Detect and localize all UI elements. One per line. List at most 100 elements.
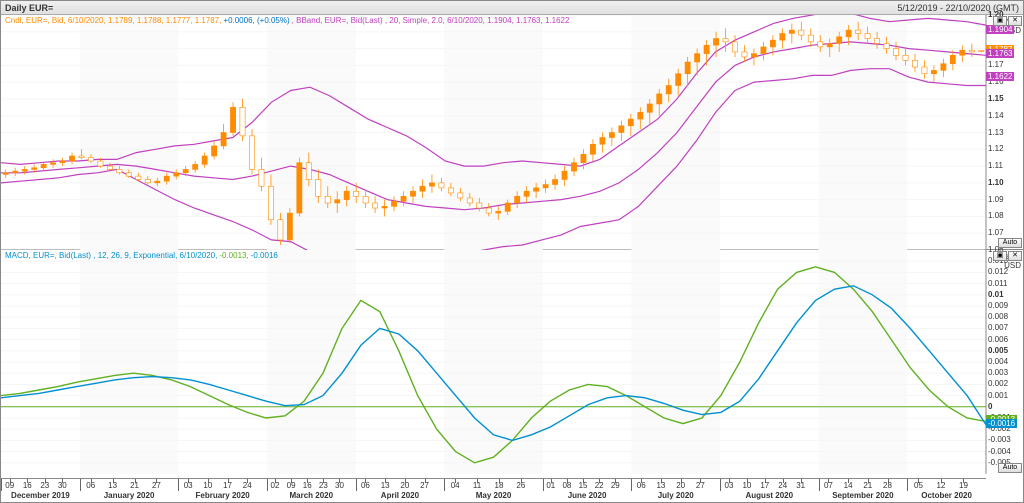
macd-info-line: MACD, EUR=, Bid(Last) , 12, 26, 9, Expon…	[5, 251, 280, 260]
upper-panel-buttons: ▣ ✕	[993, 16, 1022, 26]
auto-button[interactable]: Auto	[998, 238, 1022, 248]
expand-icon[interactable]: ▣	[993, 16, 1007, 26]
month-sep	[356, 479, 357, 491]
day-label: 13	[653, 481, 669, 490]
ytick: 0.01	[988, 290, 1004, 299]
month-sep	[907, 479, 908, 491]
day-label: 13	[105, 481, 121, 490]
ytick: 0.009	[988, 301, 1008, 310]
ytick: 0	[988, 402, 992, 411]
ytick: 0.008	[988, 312, 1008, 321]
day-label: 24	[239, 481, 255, 490]
price-label: 1.1904	[986, 25, 1014, 34]
month-label: December 2019	[0, 491, 80, 500]
day-label: 23	[315, 481, 331, 490]
day-label: 05	[910, 481, 926, 490]
day-label: 31	[793, 481, 809, 490]
ytick: 0.005	[988, 346, 1008, 355]
day-label: 11	[469, 481, 485, 490]
ytick: 0.007	[988, 323, 1008, 332]
day-label: 13	[377, 481, 393, 490]
day-label: 06	[633, 481, 649, 490]
close-icon[interactable]: ✕	[1008, 16, 1022, 26]
day-label: 09	[2, 481, 18, 490]
ytick: 0.001	[988, 391, 1008, 400]
day-label: 27	[417, 481, 433, 490]
ytick: 1.08	[988, 211, 1004, 220]
ytick: 1.10	[988, 178, 1004, 187]
title-bar: Daily EUR= 5/12/2019 - 22/10/2020 (GMT)	[1, 1, 1023, 15]
month-label: April 2020	[360, 491, 440, 500]
month-label: May 2020	[454, 491, 534, 500]
lower-panel-buttons: ▣ ✕	[993, 251, 1022, 261]
price-label: 1.1763	[986, 49, 1014, 58]
day-label: 03	[180, 481, 196, 490]
ytick: -0.004	[988, 447, 1011, 456]
month-label: October 2020	[907, 491, 987, 500]
ytick: 0.012	[988, 267, 1008, 276]
day-label: 02	[267, 481, 283, 490]
price-svg	[1, 15, 1023, 250]
close-icon[interactable]: ✕	[1008, 251, 1022, 261]
price-label: 1.1622	[986, 72, 1014, 81]
day-label: 16	[299, 481, 315, 490]
day-label: 23	[37, 481, 53, 490]
day-label: 17	[220, 481, 236, 490]
info-seg: -0.0013,	[219, 251, 248, 260]
month-label: January 2020	[89, 491, 169, 500]
ytick: 0.006	[988, 335, 1008, 344]
day-label: 30	[54, 481, 70, 490]
upper-auto-button-row: Auto	[998, 238, 1022, 248]
ytick: 1.07	[988, 228, 1004, 237]
day-label: 08	[559, 481, 575, 490]
ytick: 0.004	[988, 357, 1008, 366]
month-sep	[444, 479, 445, 491]
day-label: 07	[820, 481, 836, 490]
day-label: 09	[283, 481, 299, 490]
ytick: 1.14	[988, 111, 1004, 120]
day-label: 18	[491, 481, 507, 490]
day-label: 04	[447, 481, 463, 490]
day-label: 06	[357, 481, 373, 490]
day-label: 24	[775, 481, 791, 490]
day-label: 28	[880, 481, 896, 490]
month-label: August 2020	[729, 491, 809, 500]
ytick: 1.17	[988, 60, 1004, 69]
ytick: 0.003	[988, 368, 1008, 377]
month-label: February 2020	[183, 491, 263, 500]
day-label: 14	[840, 481, 856, 490]
day-label: 21	[860, 481, 876, 490]
chart-window: Daily EUR= 5/12/2019 - 22/10/2020 (GMT) …	[0, 0, 1024, 503]
day-label: 20	[397, 481, 413, 490]
day-label: 17	[757, 481, 773, 490]
month-label: June 2020	[547, 491, 627, 500]
price-info-line: Cndl, EUR=, Bid, 6/10/2020, 1.1789, 1.17…	[5, 16, 571, 25]
day-label: 01	[543, 481, 559, 490]
month-sep	[819, 479, 820, 491]
macd-panel[interactable]: MACD, EUR=, Bid(Last) , 12, 26, 9, Expon…	[1, 250, 1023, 474]
price-panel[interactable]: Cndl, EUR=, Bid, 6/10/2020, 1.1789, 1.17…	[1, 15, 1023, 250]
ytick: 1.15	[988, 94, 1004, 103]
day-label: 26	[513, 481, 529, 490]
info-seg: MACD, EUR=, Bid(Last) , 12, 26, 9, Expon…	[5, 251, 217, 260]
day-label: 22	[591, 481, 607, 490]
day-label: 12	[933, 481, 949, 490]
info-seg: -0.0016	[251, 251, 278, 260]
auto-button[interactable]: Auto	[998, 463, 1022, 473]
day-label: 10	[200, 481, 216, 490]
month-label: March 2020	[271, 491, 351, 500]
day-label: 21	[127, 481, 143, 490]
ytick: 1.11	[988, 161, 1003, 170]
info-seg: Cndl, EUR=, Bid, 6/10/2020, 1.1789, 1.17…	[5, 16, 221, 25]
month-label: July 2020	[636, 491, 716, 500]
month-sep	[80, 479, 81, 491]
month-sep	[178, 479, 179, 491]
day-label: 29	[607, 481, 623, 490]
day-label: 03	[721, 481, 737, 490]
ytick: -0.003	[988, 435, 1011, 444]
info-seg: , BBand, EUR=, Bid(Last) , 20, Simple, 2…	[292, 16, 570, 25]
expand-icon[interactable]: ▣	[993, 251, 1007, 261]
ytick: 1.12	[988, 144, 1004, 153]
lower-auto-button-row: Auto	[998, 463, 1022, 473]
day-label: 20	[673, 481, 689, 490]
